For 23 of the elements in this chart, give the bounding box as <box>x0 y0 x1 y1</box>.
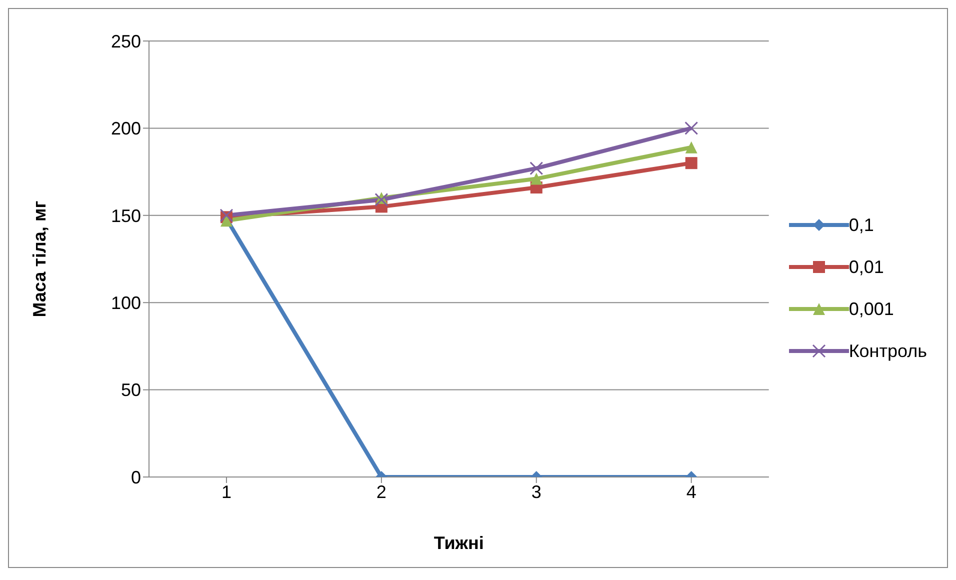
y-tick-label: 200 <box>110 118 141 139</box>
y-tick-label: 100 <box>110 292 141 313</box>
x-tick-label: 4 <box>686 482 696 502</box>
legend-label: Контроль <box>848 340 927 362</box>
x-tick-label: 2 <box>376 482 386 502</box>
legend-label: 0,001 <box>848 298 894 320</box>
y-axis-title: Маса тіла, мг <box>29 200 50 318</box>
y-tick-label: 50 <box>120 380 141 400</box>
point <box>684 121 698 135</box>
point <box>530 162 544 176</box>
legend-label: 0,1 <box>848 214 874 236</box>
y-tick-label: 0 <box>130 467 141 488</box>
point <box>685 141 698 154</box>
legend-label: 0,01 <box>848 256 884 278</box>
point <box>220 208 234 222</box>
point <box>530 172 542 185</box>
x-tick-label: 1 <box>221 482 232 502</box>
x-tick-label: 3 <box>531 482 542 502</box>
y-tick-label: 150 <box>110 206 141 226</box>
x-axis-title: Тижні <box>434 533 484 553</box>
point <box>374 192 388 206</box>
point <box>685 157 698 170</box>
y-tick-label: 250 <box>110 31 141 52</box>
